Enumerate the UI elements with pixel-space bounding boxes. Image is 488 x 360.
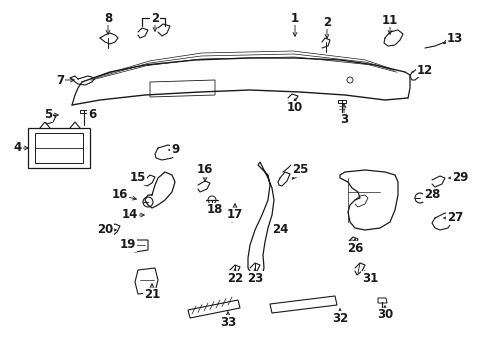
Text: 1: 1 [290, 12, 299, 24]
Text: 25: 25 [291, 163, 307, 176]
Text: 21: 21 [143, 288, 160, 301]
Text: 30: 30 [376, 309, 392, 321]
Text: 12: 12 [416, 63, 432, 77]
Text: 14: 14 [122, 208, 138, 221]
Text: 22: 22 [226, 271, 243, 284]
Text: 32: 32 [331, 311, 347, 324]
Text: 29: 29 [451, 171, 467, 184]
Text: 19: 19 [120, 238, 136, 252]
Text: 5: 5 [44, 108, 52, 121]
Text: 3: 3 [339, 113, 347, 126]
Text: 2: 2 [151, 12, 159, 24]
Text: 7: 7 [56, 73, 64, 86]
Text: 23: 23 [246, 271, 263, 284]
Text: 18: 18 [206, 203, 223, 216]
Text: 10: 10 [286, 102, 303, 114]
Text: 15: 15 [129, 171, 146, 184]
Text: 31: 31 [361, 271, 377, 284]
Text: 8: 8 [103, 12, 112, 24]
Text: 2: 2 [322, 15, 330, 28]
Text: 4: 4 [14, 141, 22, 154]
Text: 17: 17 [226, 208, 243, 221]
Text: 13: 13 [446, 31, 462, 45]
Text: 24: 24 [271, 224, 287, 237]
Text: 33: 33 [220, 315, 236, 328]
Text: 27: 27 [446, 211, 462, 225]
Text: 20: 20 [97, 224, 113, 237]
Text: 16: 16 [112, 189, 128, 202]
Text: 9: 9 [170, 144, 179, 157]
Text: 16: 16 [196, 163, 213, 176]
Text: 26: 26 [346, 242, 363, 255]
Text: 11: 11 [381, 13, 397, 27]
Text: 6: 6 [88, 108, 96, 121]
Text: 28: 28 [423, 189, 439, 202]
